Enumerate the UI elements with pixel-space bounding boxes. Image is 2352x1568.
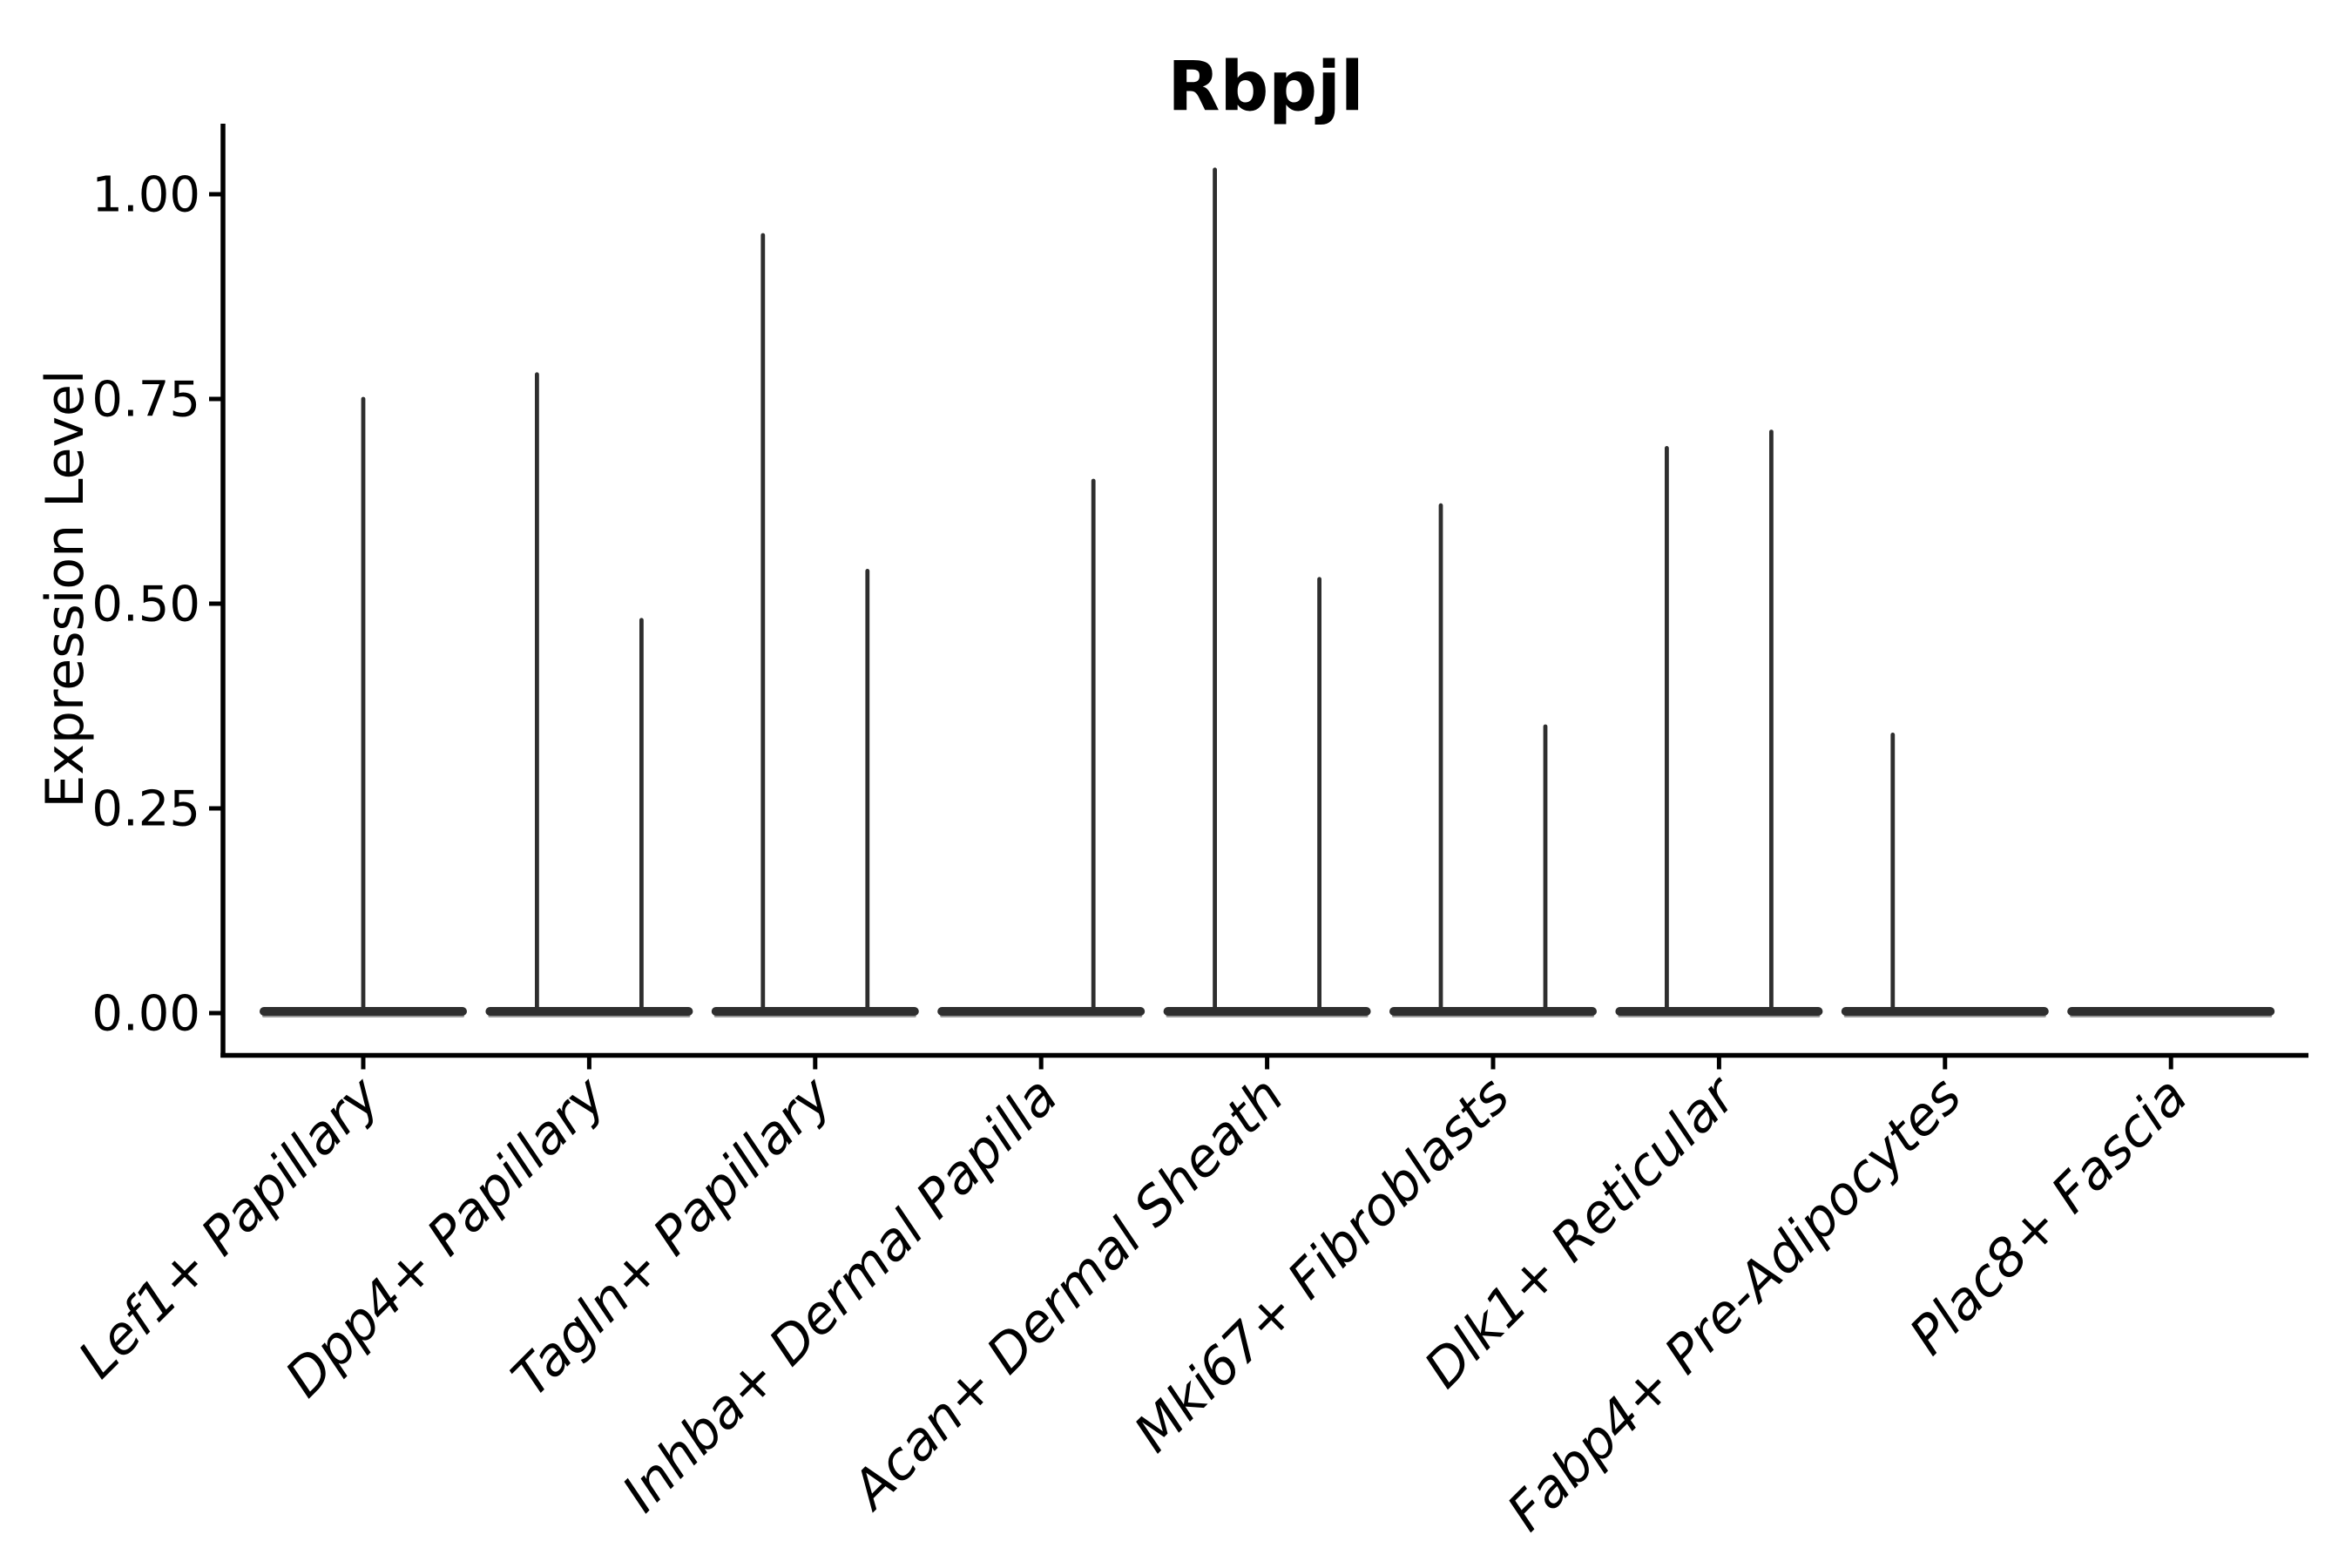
- violin: [260, 396, 467, 1017]
- violin-base: [485, 1007, 693, 1016]
- y-tick-label: 1.00: [91, 167, 200, 224]
- violin-base: [1615, 1007, 1823, 1016]
- violin: [711, 233, 919, 1017]
- y-tick-label: 0.50: [91, 577, 200, 633]
- y-tick-label: 0.00: [91, 986, 200, 1043]
- x-tick-label: Acan+ Dermal Sheath: [838, 1065, 1295, 1523]
- violin: [485, 372, 693, 1017]
- violin: [1841, 733, 2049, 1017]
- violin-base: [1841, 1007, 2049, 1016]
- violin-base: [937, 1007, 1146, 1016]
- chart-title: Rbpjl: [1167, 48, 1363, 126]
- violin-base: [711, 1007, 919, 1016]
- x-tick-label: Inhba+ Dermal Papilla: [611, 1065, 1069, 1524]
- violin-base: [2067, 1007, 2275, 1016]
- violin: [1389, 503, 1597, 1017]
- x-tick-label: Mki67+ Fibroblasts: [1123, 1065, 1522, 1464]
- violin: [1615, 429, 1823, 1017]
- violin: [937, 478, 1146, 1017]
- y-axis-label: Expression Level: [35, 369, 96, 808]
- violin: [1163, 167, 1371, 1017]
- y-axis-ticks: 0.00 0.25 0.50 0.75 1.00: [91, 167, 223, 1043]
- y-tick-label: 0.75: [91, 372, 200, 429]
- x-tick-label: Fabp4+ Pre-Adipocytes: [1496, 1065, 1973, 1543]
- violin: [2067, 1007, 2275, 1017]
- violin-base: [1389, 1007, 1597, 1016]
- violin-base: [1163, 1007, 1371, 1016]
- violins: [260, 167, 2275, 1017]
- y-tick-label: 0.25: [91, 781, 200, 838]
